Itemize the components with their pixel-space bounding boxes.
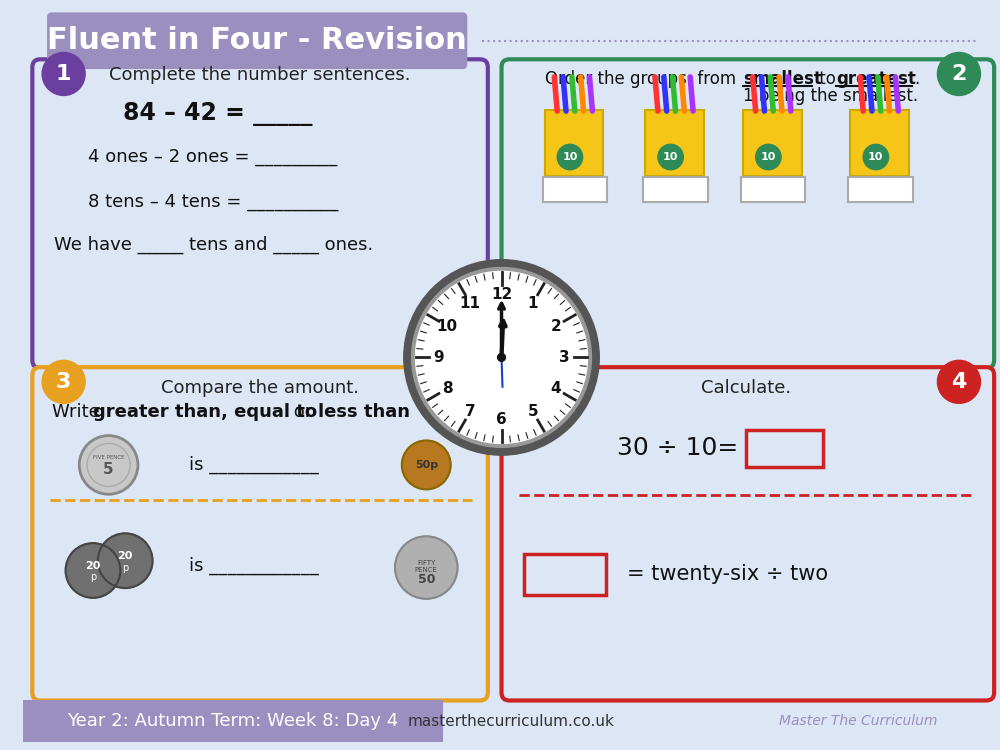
FancyBboxPatch shape (32, 59, 488, 368)
Text: 50p: 50p (415, 460, 438, 470)
FancyBboxPatch shape (23, 700, 443, 742)
Text: 8: 8 (442, 381, 453, 396)
Text: Master The Curriculum: Master The Curriculum (779, 714, 937, 728)
FancyBboxPatch shape (746, 430, 823, 467)
Text: .: . (914, 70, 919, 88)
FancyBboxPatch shape (32, 368, 488, 700)
Circle shape (402, 440, 451, 489)
Text: 2: 2 (550, 319, 561, 334)
Text: 8 tens – 4 tens = __________: 8 tens – 4 tens = __________ (88, 193, 338, 211)
FancyBboxPatch shape (524, 554, 606, 595)
Text: is ____________: is ____________ (189, 456, 318, 474)
Circle shape (395, 536, 458, 598)
Text: 4: 4 (951, 372, 967, 392)
Text: 5: 5 (527, 404, 538, 419)
Circle shape (937, 360, 980, 404)
Text: 1: 1 (56, 64, 71, 84)
Text: less than: less than (318, 404, 410, 422)
Text: 20: 20 (118, 550, 133, 561)
Text: Calculate.: Calculate. (701, 379, 791, 397)
FancyBboxPatch shape (643, 176, 708, 202)
Text: FIFTY: FIFTY (417, 560, 435, 566)
Circle shape (42, 360, 85, 404)
Circle shape (937, 53, 980, 95)
Text: 1 being the smallest.: 1 being the smallest. (743, 88, 918, 106)
Text: 1: 1 (528, 296, 538, 310)
Text: FIVE PENCE: FIVE PENCE (93, 454, 124, 460)
Text: masterthecurriculum.co.uk: masterthecurriculum.co.uk (408, 713, 615, 728)
Text: 11: 11 (460, 296, 481, 310)
Circle shape (863, 144, 889, 170)
FancyBboxPatch shape (545, 110, 603, 176)
Text: greatest: greatest (836, 70, 916, 88)
Text: 2: 2 (951, 64, 967, 84)
Text: Fluent in Four - Revision: Fluent in Four - Revision (47, 26, 467, 56)
Text: 20: 20 (85, 560, 101, 571)
Text: or: or (288, 404, 318, 422)
Circle shape (415, 272, 588, 443)
Text: Complete the number sentences.: Complete the number sentences. (109, 66, 411, 84)
Text: p: p (122, 562, 128, 572)
Circle shape (412, 268, 591, 447)
Circle shape (404, 260, 599, 455)
Text: to: to (814, 70, 841, 88)
Text: 6: 6 (496, 413, 507, 428)
Circle shape (98, 533, 153, 588)
Text: is ____________: is ____________ (189, 556, 318, 574)
Text: 10: 10 (663, 152, 678, 162)
FancyBboxPatch shape (502, 368, 994, 700)
Text: 10: 10 (562, 152, 578, 162)
Text: 10: 10 (868, 152, 884, 162)
Text: 7: 7 (465, 404, 476, 419)
Text: 9: 9 (434, 350, 444, 365)
Circle shape (557, 144, 583, 170)
Text: Order the groups  from: Order the groups from (545, 70, 741, 88)
Text: 30 ÷ 10=: 30 ÷ 10= (617, 436, 738, 460)
Text: 5: 5 (103, 462, 114, 477)
Circle shape (756, 144, 781, 170)
FancyBboxPatch shape (645, 110, 704, 176)
FancyBboxPatch shape (848, 176, 913, 202)
Text: 3: 3 (559, 350, 569, 365)
Text: 84 – 42 = _____: 84 – 42 = _____ (123, 102, 313, 126)
Text: = twenty-six ÷ two: = twenty-six ÷ two (627, 565, 828, 584)
Circle shape (498, 353, 505, 362)
Text: greater than, equal to: greater than, equal to (93, 404, 317, 422)
FancyBboxPatch shape (850, 110, 909, 176)
Text: PENCE: PENCE (415, 568, 438, 574)
Text: 12: 12 (491, 287, 512, 302)
Circle shape (66, 543, 120, 598)
Text: smallest: smallest (743, 70, 822, 88)
Text: 50: 50 (418, 573, 435, 586)
Text: 4: 4 (550, 381, 561, 396)
Text: Write: Write (52, 404, 105, 422)
Text: 10: 10 (761, 152, 776, 162)
Circle shape (42, 53, 85, 95)
FancyBboxPatch shape (741, 176, 805, 202)
Text: 10: 10 (437, 319, 458, 334)
FancyBboxPatch shape (543, 176, 607, 202)
Text: Compare the amount.: Compare the amount. (161, 379, 359, 397)
FancyBboxPatch shape (502, 59, 994, 368)
Text: p: p (90, 572, 96, 582)
Text: .: . (402, 404, 408, 422)
Text: 4 ones – 2 ones = _________: 4 ones – 2 ones = _________ (88, 148, 338, 166)
FancyBboxPatch shape (47, 13, 467, 69)
Text: Year 2: Autumn Term: Week 8: Day 4: Year 2: Autumn Term: Week 8: Day 4 (67, 712, 398, 730)
Text: 3: 3 (56, 372, 71, 392)
Circle shape (658, 144, 683, 170)
Text: We have _____ tens and _____ ones.: We have _____ tens and _____ ones. (54, 236, 373, 254)
Circle shape (79, 436, 138, 494)
FancyBboxPatch shape (743, 110, 802, 176)
